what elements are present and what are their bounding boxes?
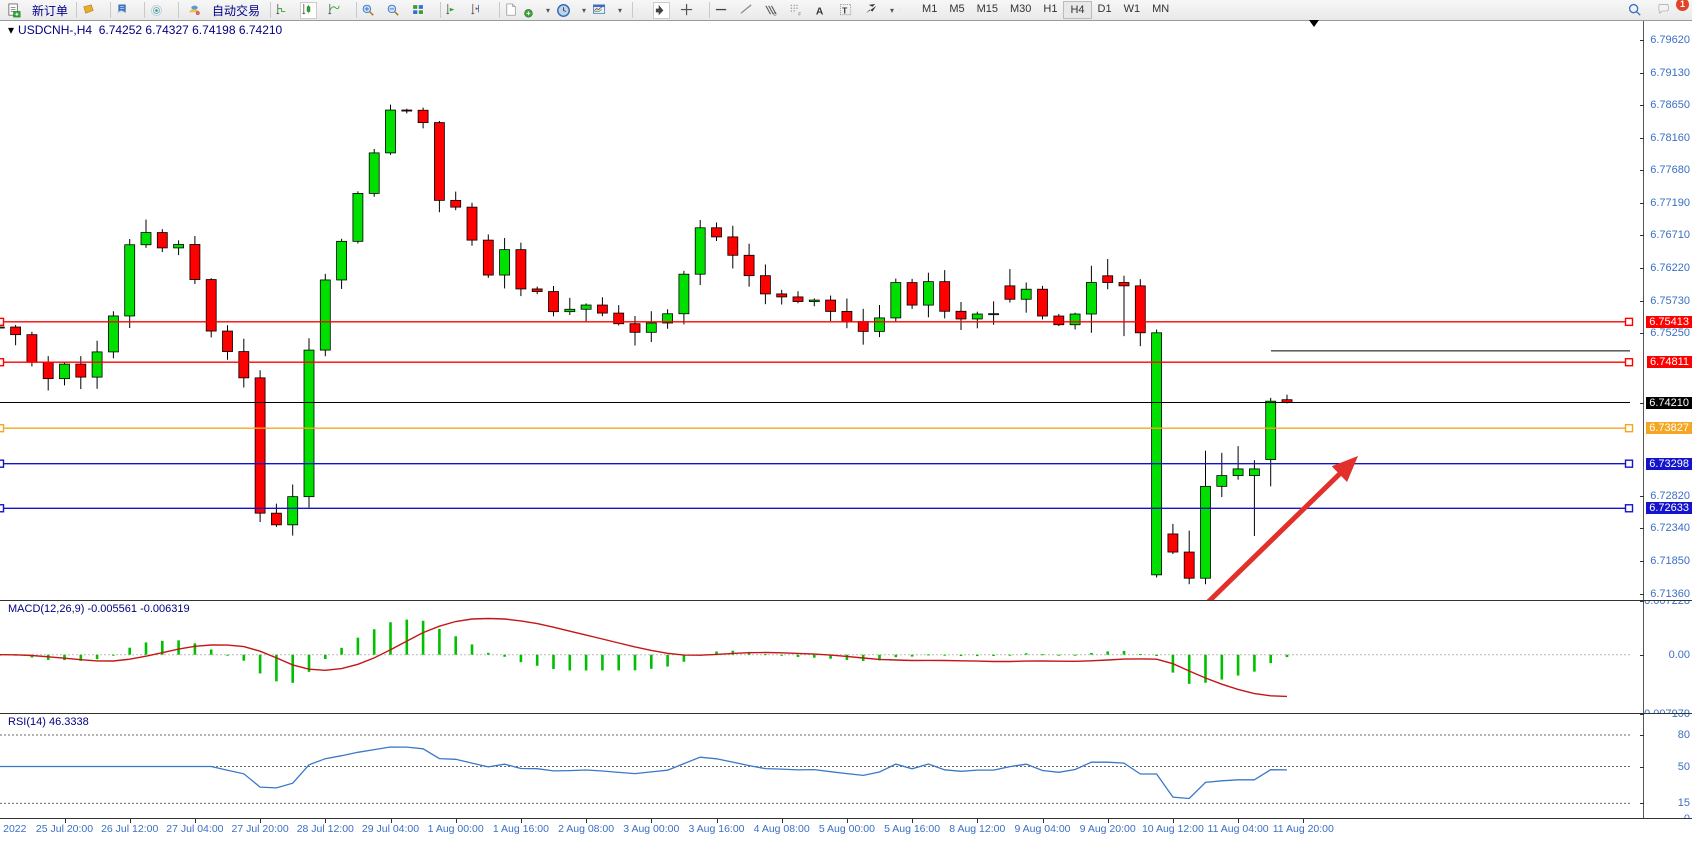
svg-text:A: A [816,6,824,17]
svg-text:T: T [842,5,848,15]
svg-text:F: F [798,11,801,16]
svg-text:E: E [773,11,776,16]
